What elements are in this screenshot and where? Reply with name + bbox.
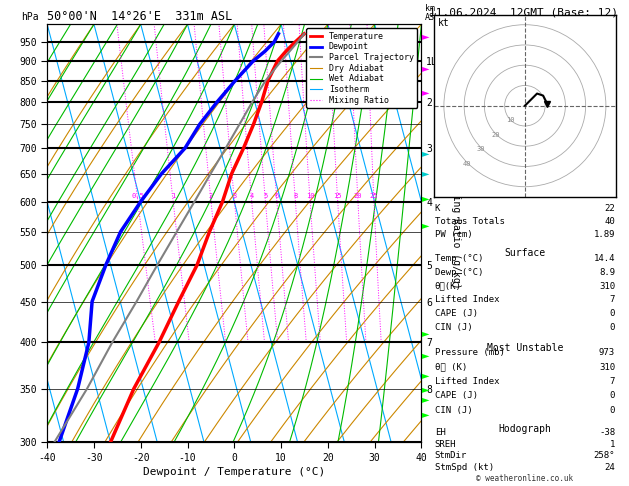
Text: ►: ► bbox=[422, 63, 430, 73]
Text: ►: ► bbox=[422, 87, 430, 97]
X-axis label: Dewpoint / Temperature (°C): Dewpoint / Temperature (°C) bbox=[143, 467, 325, 477]
Text: 8: 8 bbox=[293, 193, 298, 199]
Text: km
ASL: km ASL bbox=[425, 3, 440, 22]
Text: ►: ► bbox=[422, 148, 430, 158]
Text: 1.89: 1.89 bbox=[594, 230, 615, 239]
Text: 40: 40 bbox=[462, 161, 471, 167]
Text: 50°00'N  14°26'E  331m ASL: 50°00'N 14°26'E 331m ASL bbox=[47, 10, 233, 23]
Text: 0: 0 bbox=[610, 405, 615, 415]
Text: 2: 2 bbox=[209, 193, 213, 199]
Text: CAPE (J): CAPE (J) bbox=[435, 309, 478, 318]
Text: 20: 20 bbox=[353, 193, 362, 199]
Text: θᴇ (K): θᴇ (K) bbox=[435, 363, 467, 372]
Text: CIN (J): CIN (J) bbox=[435, 323, 472, 332]
Text: ►: ► bbox=[422, 409, 430, 419]
Text: ►: ► bbox=[422, 370, 430, 381]
Text: 22: 22 bbox=[604, 204, 615, 213]
Text: ►: ► bbox=[422, 383, 430, 394]
Text: CAPE (J): CAPE (J) bbox=[435, 391, 478, 400]
Text: 7: 7 bbox=[610, 377, 615, 386]
Text: 310: 310 bbox=[599, 281, 615, 291]
Text: 5: 5 bbox=[263, 193, 267, 199]
Legend: Temperature, Dewpoint, Parcel Trajectory, Dry Adiabat, Wet Adiabat, Isotherm, Mi: Temperature, Dewpoint, Parcel Trajectory… bbox=[306, 29, 417, 108]
Text: 40: 40 bbox=[604, 217, 615, 226]
Text: 11.06.2024  12GMT (Base: 12): 11.06.2024 12GMT (Base: 12) bbox=[429, 7, 618, 17]
Text: 973: 973 bbox=[599, 348, 615, 357]
Text: 30: 30 bbox=[477, 146, 486, 153]
Text: 6: 6 bbox=[274, 193, 279, 199]
Y-axis label: Mixing Ratio (g/kg): Mixing Ratio (g/kg) bbox=[451, 177, 461, 289]
Text: 25: 25 bbox=[370, 193, 378, 199]
Text: 20: 20 bbox=[491, 132, 500, 138]
Text: θᴇ(K): θᴇ(K) bbox=[435, 281, 462, 291]
Text: kt: kt bbox=[437, 18, 449, 28]
Text: PW (cm): PW (cm) bbox=[435, 230, 472, 239]
Text: Pressure (mb): Pressure (mb) bbox=[435, 348, 504, 357]
Text: 14.4: 14.4 bbox=[594, 254, 615, 263]
Text: 1: 1 bbox=[170, 193, 175, 199]
Text: EH: EH bbox=[435, 428, 445, 437]
Text: K: K bbox=[435, 204, 440, 213]
Text: SREH: SREH bbox=[435, 439, 456, 449]
Text: CIN (J): CIN (J) bbox=[435, 405, 472, 415]
Text: 10: 10 bbox=[306, 193, 314, 199]
Text: Dewp (°C): Dewp (°C) bbox=[435, 268, 483, 277]
Text: 258°: 258° bbox=[594, 451, 615, 460]
Text: 0.5: 0.5 bbox=[131, 193, 144, 199]
Text: 0: 0 bbox=[610, 323, 615, 332]
Text: 310: 310 bbox=[599, 363, 615, 372]
Text: 24: 24 bbox=[604, 463, 615, 472]
Text: Hodograph: Hodograph bbox=[498, 424, 552, 434]
Text: ►: ► bbox=[422, 328, 430, 338]
Text: 0: 0 bbox=[610, 391, 615, 400]
Text: 4: 4 bbox=[249, 193, 253, 199]
Text: ►: ► bbox=[422, 220, 430, 230]
Text: StmDir: StmDir bbox=[435, 451, 467, 460]
Text: 8.9: 8.9 bbox=[599, 268, 615, 277]
Text: StmSpd (kt): StmSpd (kt) bbox=[435, 463, 494, 472]
Text: ►: ► bbox=[422, 350, 430, 360]
Text: © weatheronline.co.uk: © weatheronline.co.uk bbox=[476, 473, 574, 483]
Text: Totals Totals: Totals Totals bbox=[435, 217, 504, 226]
Text: Most Unstable: Most Unstable bbox=[487, 343, 563, 353]
Text: ►: ► bbox=[422, 31, 430, 41]
Text: 10: 10 bbox=[506, 117, 515, 123]
Text: Temp (°C): Temp (°C) bbox=[435, 254, 483, 263]
Text: 7: 7 bbox=[610, 295, 615, 304]
Text: -38: -38 bbox=[599, 428, 615, 437]
Text: ►: ► bbox=[422, 168, 430, 178]
Text: hPa: hPa bbox=[21, 12, 38, 22]
Text: Lifted Index: Lifted Index bbox=[435, 295, 499, 304]
Text: ►: ► bbox=[422, 193, 430, 203]
Text: ►: ► bbox=[422, 394, 430, 404]
Text: 15: 15 bbox=[333, 193, 342, 199]
Text: 1: 1 bbox=[610, 439, 615, 449]
Text: 3: 3 bbox=[232, 193, 237, 199]
Text: 0: 0 bbox=[610, 309, 615, 318]
Text: Surface: Surface bbox=[504, 248, 545, 258]
Text: Lifted Index: Lifted Index bbox=[435, 377, 499, 386]
